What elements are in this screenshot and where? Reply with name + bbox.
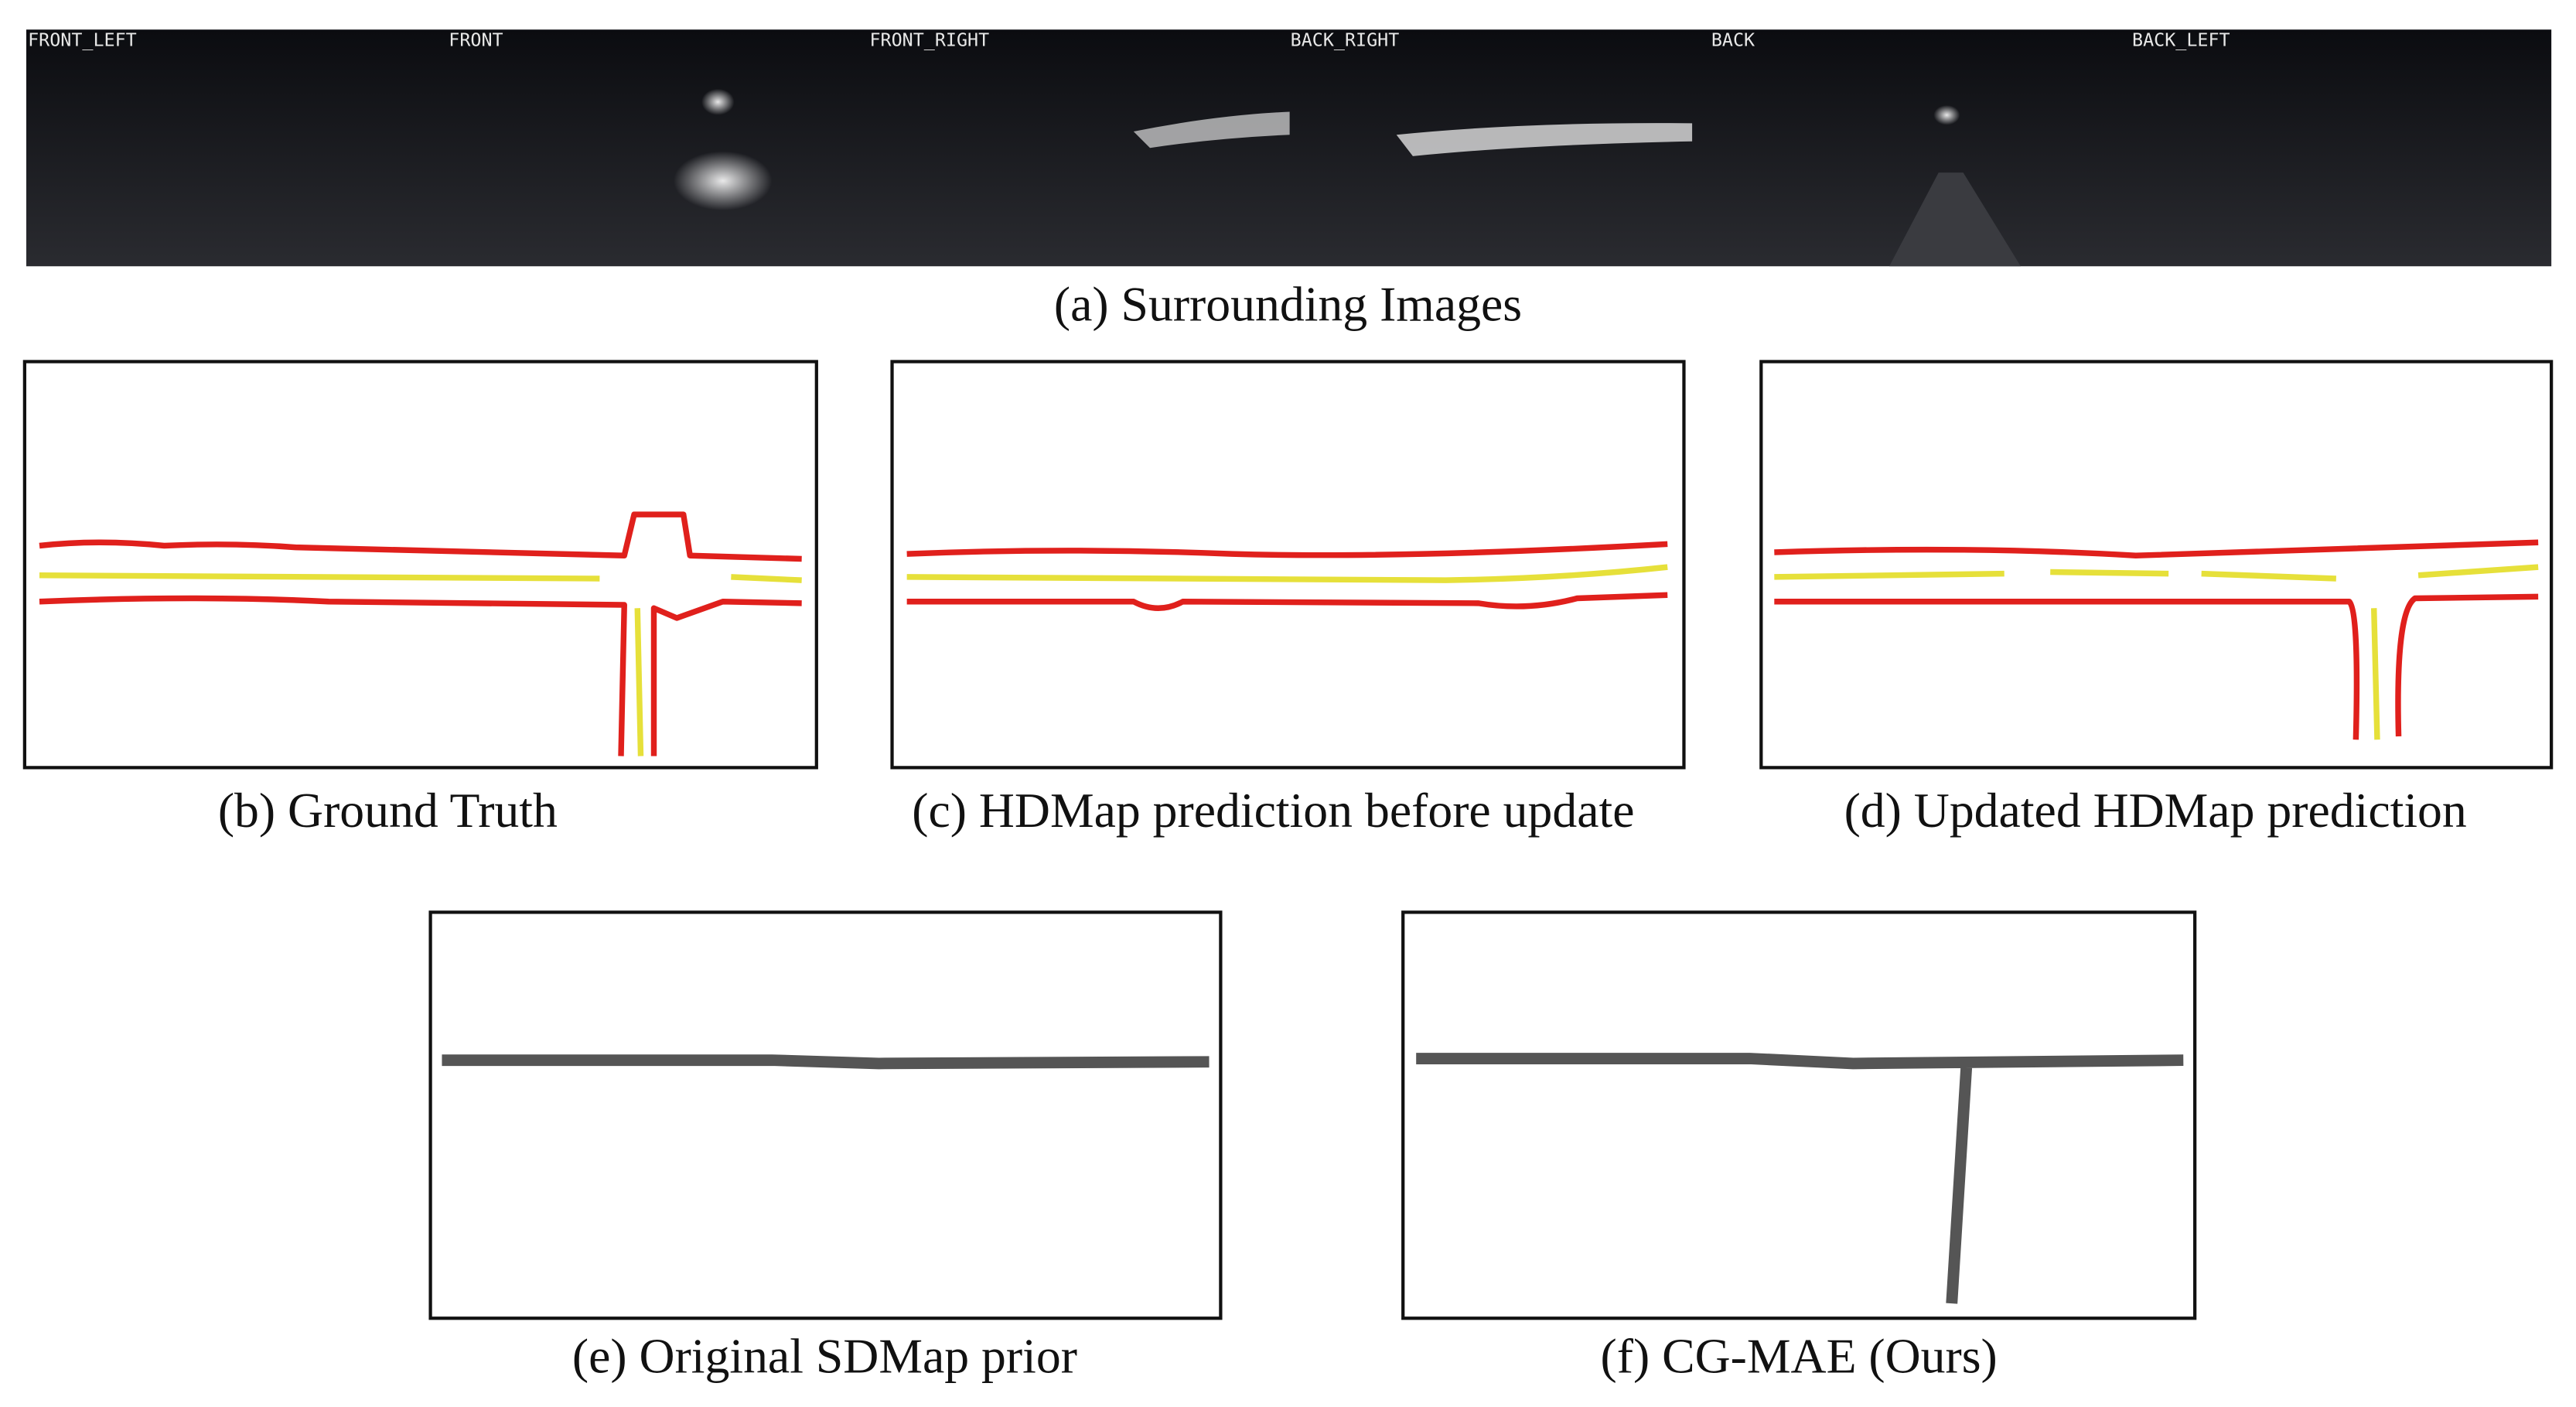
camera-label: BACK_RIGHT [1291,29,1400,50]
sdmap-road [442,1054,1210,1070]
bus-blur [1133,111,1290,149]
lane-boundary [906,592,1668,611]
lane-boundary [650,599,802,756]
lane-boundary [39,511,802,562]
caption: (b) Ground Truth [218,783,558,838]
streetlight [1933,105,1960,125]
road [1889,172,2021,267]
panel [22,360,818,770]
lane-boundary [39,595,627,756]
divider [906,564,1668,583]
lane-boundary [906,541,1668,558]
caption: (d) Updated HDMap prediction [1844,783,2467,838]
lane-boundary [2395,593,2539,737]
sdmap-road [1416,1053,2184,1304]
bus-blur [1396,123,1693,156]
panel [1759,360,2554,770]
camera-label: FRONT_RIGHT [869,29,989,50]
divider [1774,564,2539,740]
panel [428,910,1223,1320]
camera-images [26,29,2552,267]
camera-label: FRONT [449,29,503,50]
panel [1401,910,2197,1320]
camera-label: BACK [1711,29,1755,50]
lane-boundary [1774,599,2360,740]
divider [39,572,802,756]
panel [890,360,1686,770]
caption: (e) Original SDMap prior [572,1328,1077,1383]
headlight [673,151,773,210]
caption: (f) CG-MAE (Ours) [1601,1328,1998,1383]
camera-label: BACK_LEFT [2132,29,2230,50]
caption: (a) Surrounding Images [1054,276,1522,331]
camera-label: FRONT_LEFT [28,29,137,50]
camera-strip: FRONT_LEFT FRONT FRONT_RIGHT BACK_RIGHT BACK… [26,29,2552,267]
lane-boundary [1774,539,2539,558]
caption: (c) HDMap prediction before update [912,783,1634,838]
streetlight [701,88,735,115]
